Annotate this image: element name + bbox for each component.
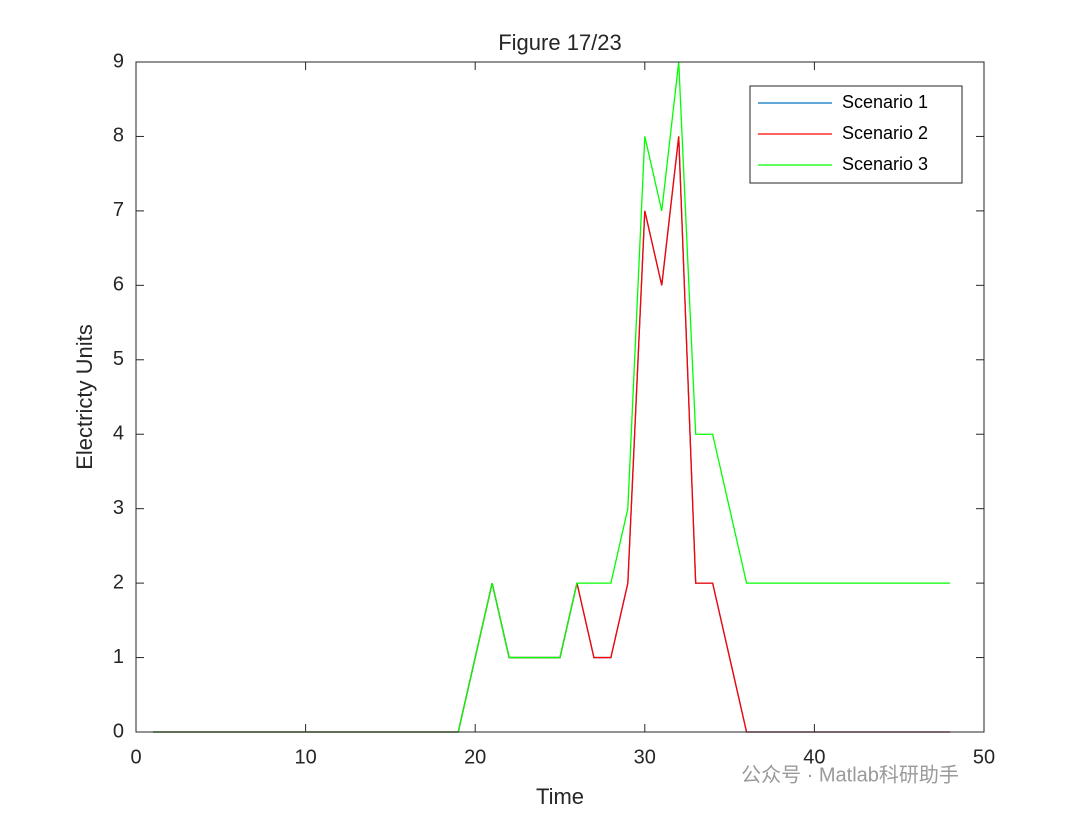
x-axis-label: Time	[536, 784, 584, 809]
x-tick-label: 0	[130, 746, 141, 768]
x-tick-label: 50	[973, 746, 995, 768]
axes-box	[135, 61, 985, 733]
watermark: 公众号 · Matlab科研助手	[741, 763, 959, 786]
x-tick-label: 30	[634, 746, 656, 768]
y-tick-label: 5	[113, 348, 124, 370]
y-tick-label: 1	[113, 646, 124, 668]
y-tick-label: 3	[113, 497, 124, 519]
y-tick-label: 4	[113, 423, 124, 445]
y-axis-label: Electricty Units	[72, 324, 97, 469]
x-tick-label: 40	[803, 746, 825, 768]
legend-label: Scenario 1	[842, 92, 928, 112]
y-tick-label: 6	[113, 274, 124, 296]
chart-title: Figure 17/23	[498, 30, 622, 55]
y-tick-label: 2	[113, 571, 124, 593]
y-tick-label: 9	[113, 50, 124, 72]
y-tick-label: 8	[113, 125, 124, 147]
y-tick-label: 0	[113, 720, 124, 742]
legend-label: Scenario 2	[842, 123, 928, 143]
y-tick-label: 7	[113, 199, 124, 221]
x-tick-label: 10	[294, 746, 316, 768]
legend-label: Scenario 3	[842, 154, 928, 174]
x-tick-label: 20	[464, 746, 486, 768]
